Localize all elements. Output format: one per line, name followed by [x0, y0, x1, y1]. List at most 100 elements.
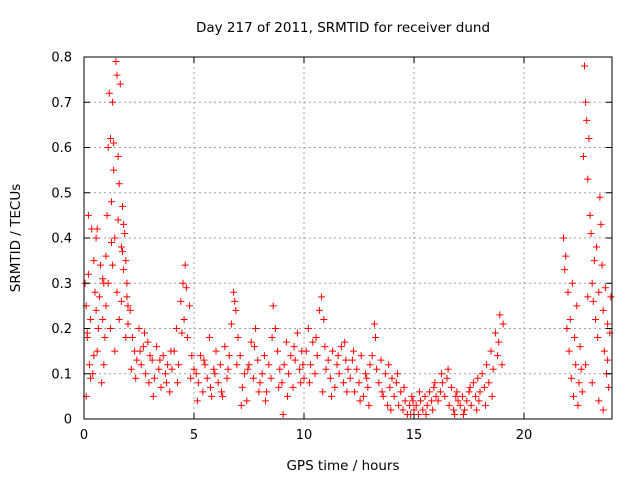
data-point	[126, 306, 134, 314]
data-point	[370, 320, 378, 328]
chart-title: Day 217 of 2011, SRMTID for receiver dun…	[196, 20, 490, 36]
data-point	[306, 379, 313, 387]
data-point	[290, 343, 298, 351]
data-point	[578, 388, 586, 396]
data-point	[584, 293, 592, 301]
data-point	[450, 406, 458, 414]
data-point	[581, 62, 588, 70]
data-point	[452, 392, 460, 400]
data-point	[218, 388, 225, 396]
data-point	[146, 352, 154, 360]
data-point	[98, 379, 106, 387]
data-point	[595, 397, 603, 405]
data-point	[406, 401, 414, 409]
data-point	[599, 306, 607, 314]
data-point	[187, 374, 195, 382]
data-point	[99, 275, 107, 283]
data-point	[575, 379, 583, 387]
data-point	[377, 356, 385, 364]
data-point	[496, 311, 504, 319]
data-point	[104, 144, 112, 151]
data-point	[297, 379, 305, 387]
y-tick-label: 0.8	[51, 51, 72, 66]
data-point	[224, 365, 232, 373]
data-point	[91, 288, 99, 296]
data-point	[451, 410, 459, 418]
data-point	[351, 388, 359, 396]
data-point	[387, 406, 395, 414]
data-point	[601, 284, 609, 292]
data-point	[385, 361, 393, 369]
data-point	[102, 302, 110, 310]
data-point	[193, 397, 201, 405]
data-point	[94, 325, 102, 332]
data-point	[192, 370, 200, 378]
data-point	[262, 397, 269, 405]
data-point	[368, 352, 376, 360]
plot-frame	[83, 56, 613, 420]
data-point	[438, 370, 445, 378]
data-point	[106, 134, 114, 142]
data-point	[190, 365, 198, 373]
data-point	[475, 397, 483, 405]
data-point	[488, 392, 496, 400]
data-point	[585, 134, 593, 142]
data-point	[472, 392, 480, 400]
data-point	[414, 410, 422, 418]
data-point	[416, 388, 423, 396]
data-point	[447, 383, 455, 391]
data-point	[299, 361, 307, 369]
axis-ticks	[83, 56, 612, 420]
data-point	[561, 266, 569, 274]
data-point	[343, 388, 351, 396]
data-point	[123, 279, 131, 287]
data-point	[567, 374, 575, 382]
data-point	[331, 383, 339, 391]
data-point	[86, 361, 93, 369]
data-point	[269, 302, 277, 310]
data-point	[355, 379, 363, 387]
data-point	[115, 315, 123, 323]
x-axis-title: GPS time / hours	[286, 458, 399, 474]
data-point	[110, 139, 118, 147]
data-point	[483, 361, 491, 369]
data-point	[363, 374, 371, 382]
data-point	[243, 397, 251, 405]
data-point	[296, 365, 304, 373]
data-point	[203, 374, 211, 382]
data-point	[596, 193, 604, 201]
x-tick-label: 0	[80, 428, 88, 443]
data-point	[174, 379, 181, 387]
data-point	[582, 361, 590, 369]
data-point	[499, 320, 507, 328]
data-point	[326, 374, 334, 382]
data-point	[244, 365, 252, 373]
data-point	[275, 383, 283, 391]
data-point	[588, 279, 596, 287]
data-point	[328, 392, 335, 400]
data-point	[137, 361, 145, 369]
data-point	[399, 406, 407, 414]
data-point	[487, 347, 495, 355]
data-point	[568, 279, 576, 287]
data-point	[304, 325, 312, 332]
data-point	[441, 392, 449, 400]
data-point	[180, 315, 188, 323]
data-point	[254, 356, 262, 364]
data-point	[116, 80, 124, 88]
data-point	[210, 365, 218, 373]
data-point	[205, 334, 213, 342]
data-point	[372, 334, 379, 342]
data-point	[142, 370, 150, 378]
data-point	[409, 397, 417, 405]
data-point	[159, 352, 167, 360]
data-point	[582, 98, 590, 106]
x-tick-label: 5	[190, 428, 198, 443]
data-point	[84, 270, 92, 278]
data-point	[89, 370, 97, 378]
data-point	[289, 383, 297, 391]
data-point	[274, 347, 282, 355]
data-point	[498, 361, 506, 369]
data-point	[93, 225, 101, 233]
data-point	[346, 374, 354, 382]
